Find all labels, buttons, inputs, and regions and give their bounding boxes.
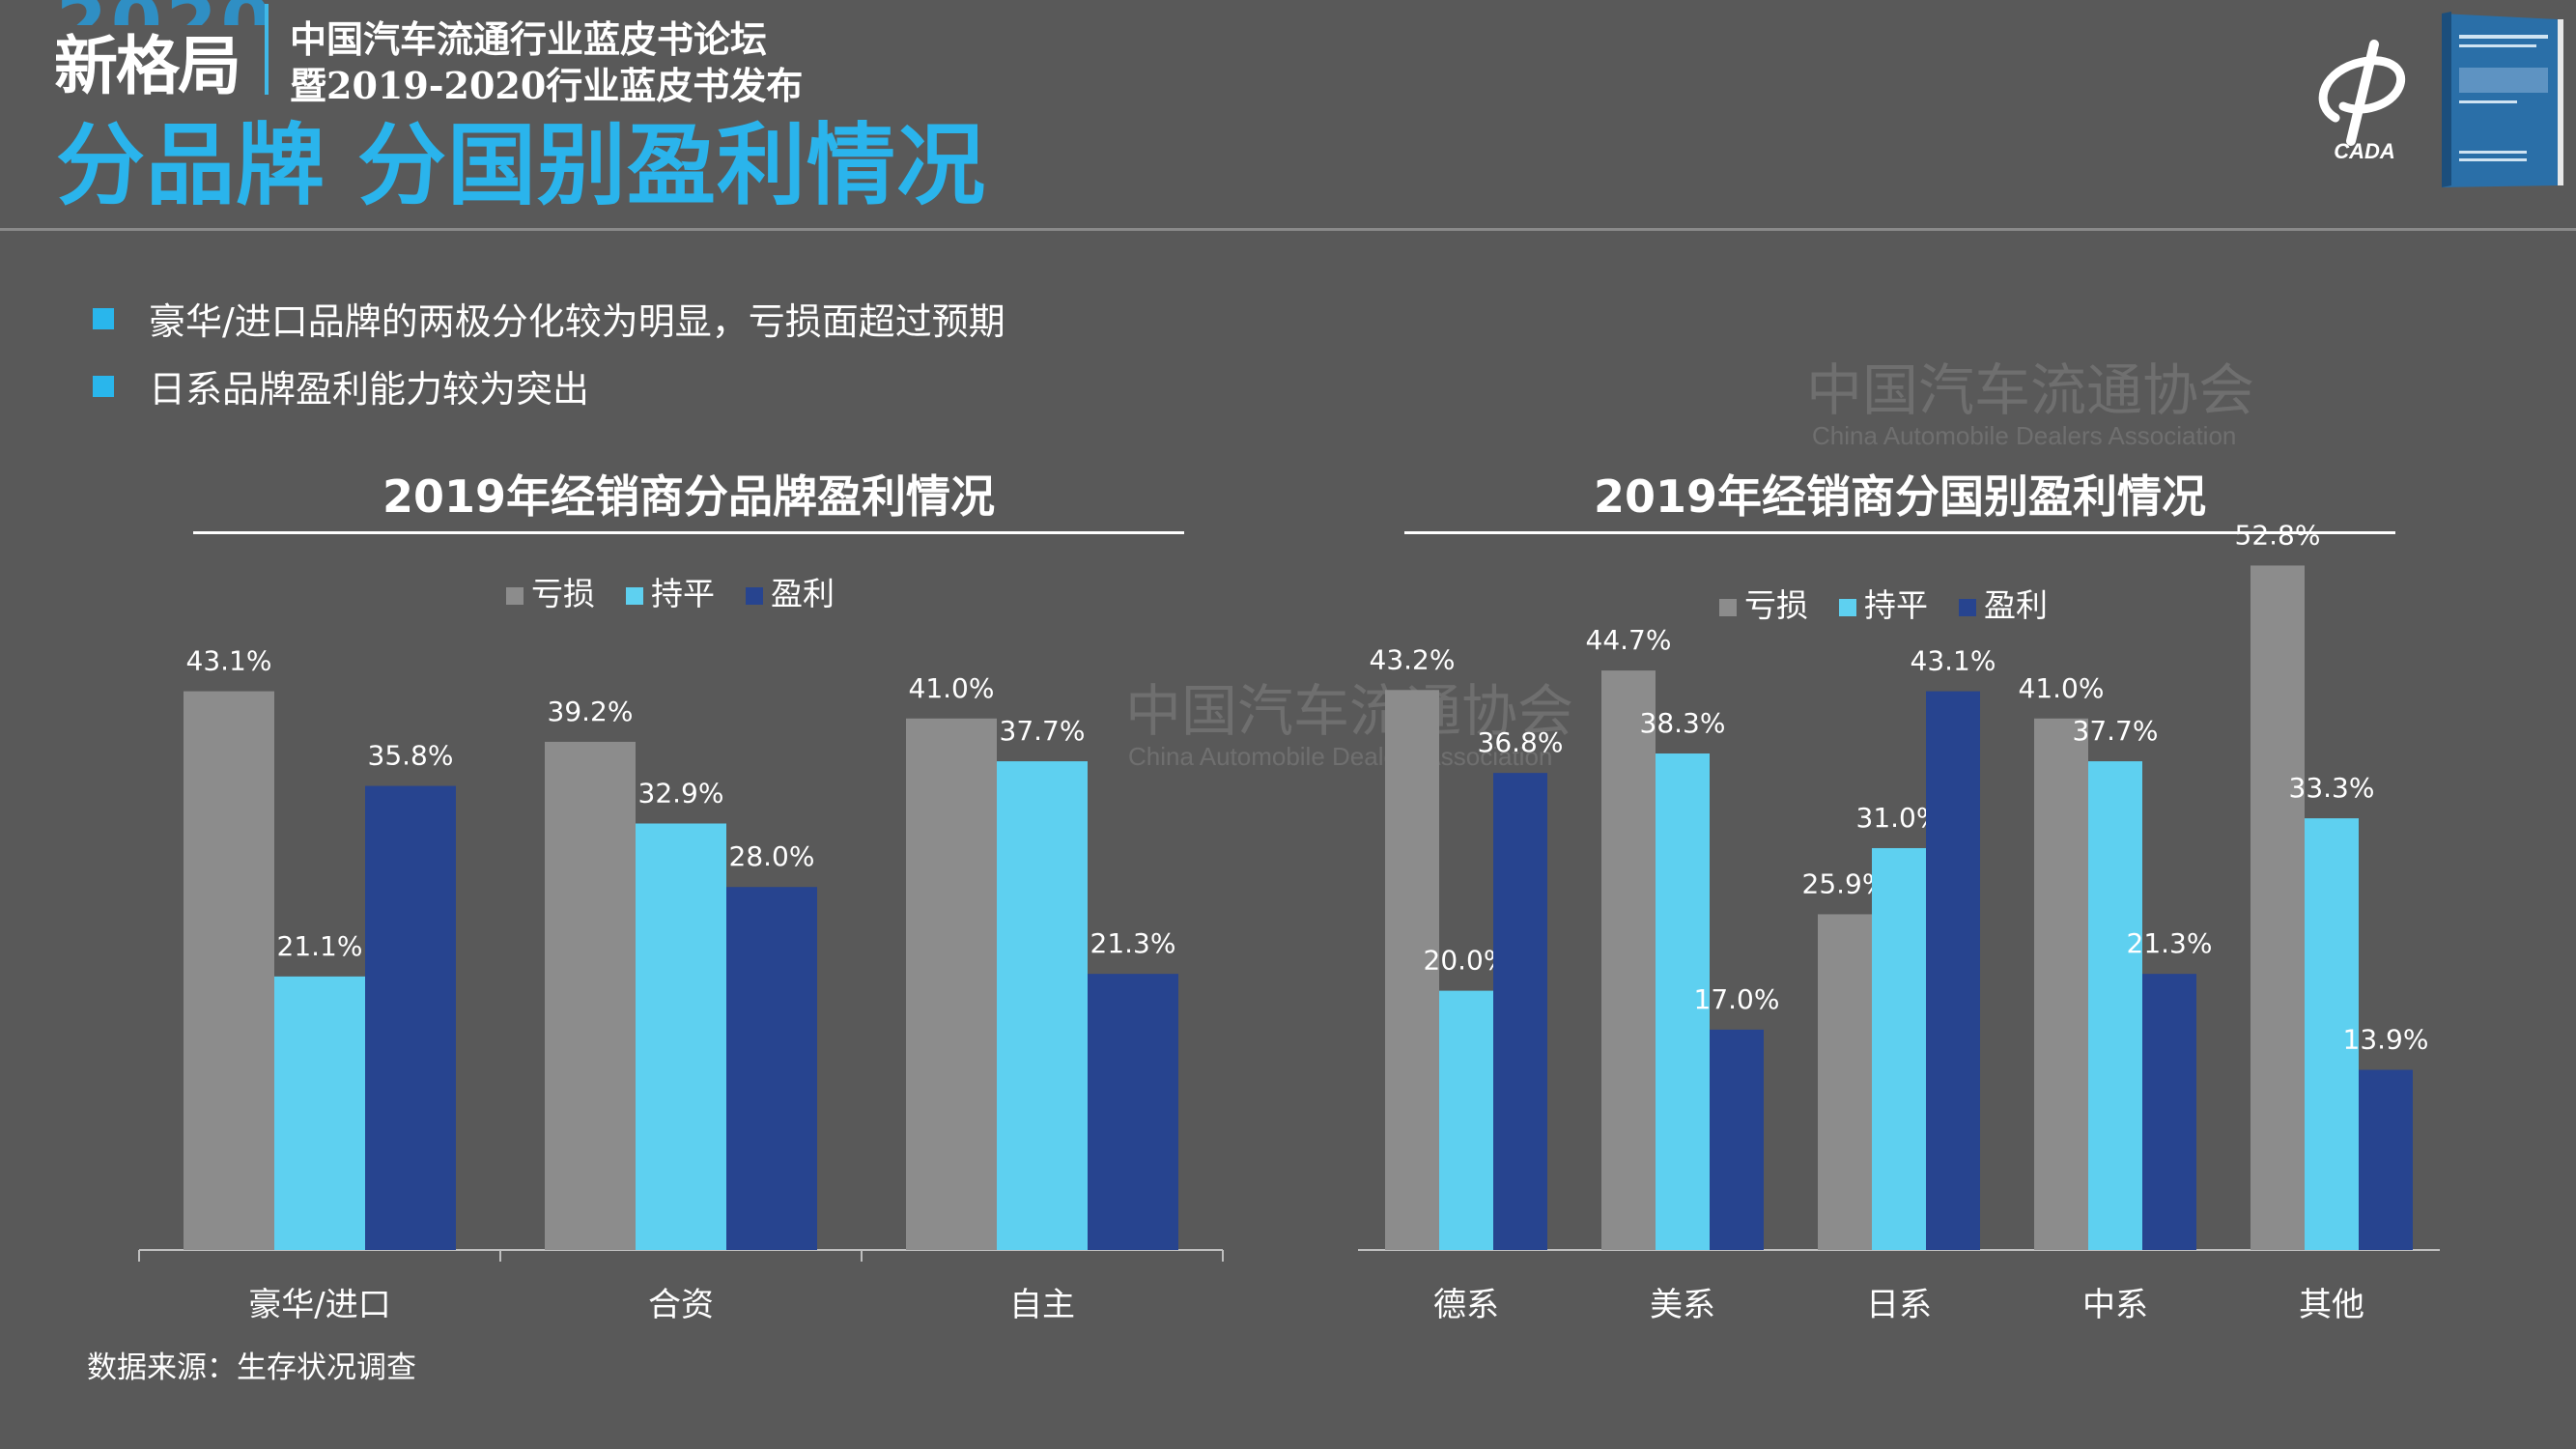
bullet-square-icon	[93, 307, 114, 329]
data-label: 28.0%	[729, 840, 815, 872]
data-label: 39.2%	[548, 696, 634, 727]
category-label: 其他	[2299, 1286, 2364, 1324]
watermark-cn: 中国汽车流通协会	[1806, 357, 2254, 423]
legend-label: 盈利	[1984, 586, 2048, 624]
bar	[1818, 914, 1872, 1250]
data-label: 36.8%	[1478, 726, 1564, 758]
bar	[365, 785, 456, 1250]
bar	[545, 741, 636, 1250]
category-label: 日系	[1866, 1286, 1932, 1324]
category-label: 自主	[1009, 1286, 1075, 1324]
legend-label: 亏损	[1744, 586, 1808, 624]
legend-swatch	[1959, 599, 1976, 616]
chart-title: 2019年经销商分品牌盈利情况	[382, 470, 995, 523]
bar	[636, 823, 726, 1250]
data-label: 33.3%	[2289, 772, 2375, 804]
data-label: 21.3%	[2127, 927, 2213, 959]
bar	[1088, 974, 1178, 1250]
bar	[184, 691, 274, 1250]
category-label: 合资	[648, 1286, 714, 1324]
bar	[2250, 565, 2305, 1250]
legend-swatch	[1719, 599, 1737, 616]
legend-swatch	[746, 587, 763, 605]
source-note: 数据来源：生存状况调查	[87, 1350, 416, 1385]
chart-title: 2019年经销商分国别盈利情况	[1594, 470, 2206, 523]
blue-book-icon	[2442, 12, 2563, 187]
legend-label: 持平	[651, 575, 715, 612]
data-label: 41.0%	[2019, 672, 2105, 704]
bar	[906, 718, 997, 1250]
watermark-cn: 中国汽车流通协会	[1125, 678, 1573, 744]
bar	[1601, 670, 1656, 1250]
chart-title-underline	[193, 531, 1184, 534]
header-divider	[0, 228, 2576, 231]
watermark: 中国汽车流通协会 China Automobile Dealers Associ…	[1125, 357, 2254, 771]
logo-text: CADA	[2334, 139, 2395, 163]
legend-label: 持平	[1864, 586, 1928, 624]
bar	[1439, 990, 1493, 1250]
data-label: 52.8%	[2235, 519, 2321, 551]
bar	[1926, 691, 1980, 1250]
legend-swatch	[626, 587, 643, 605]
brand-name: 新格局	[54, 29, 241, 103]
bar	[726, 887, 817, 1250]
data-label: 43.1%	[186, 645, 272, 677]
data-label: 21.1%	[277, 930, 363, 962]
data-label: 43.2%	[1370, 643, 1456, 675]
bar	[1656, 753, 1710, 1250]
data-label: 38.3%	[1640, 707, 1726, 739]
data-label: 21.3%	[1090, 927, 1176, 959]
bullet-item: 豪华/进口品牌的两极分化较为明显，亏损面超过预期	[93, 292, 1005, 345]
data-label: 35.8%	[368, 740, 454, 772]
legend-label: 亏损	[531, 575, 595, 612]
bar	[1385, 690, 1439, 1250]
data-label: 37.7%	[2073, 715, 2159, 747]
data-label: 13.9%	[2343, 1023, 2429, 1055]
category-label: 中系	[2082, 1286, 2148, 1324]
bar	[2088, 761, 2142, 1250]
bar	[1493, 773, 1547, 1250]
legend-label: 盈利	[771, 575, 835, 612]
chart-title-underline	[1404, 531, 2395, 534]
data-label: 37.7%	[1000, 715, 1086, 747]
data-label: 43.1%	[1911, 645, 1996, 677]
brand-divider	[265, 4, 269, 95]
data-label: 41.0%	[909, 672, 995, 704]
watermark-en: China Automobile Dealers Association	[1128, 742, 1552, 771]
data-label: 44.7%	[1586, 624, 1672, 656]
cada-logo-icon: CADA	[2318, 40, 2406, 163]
page-title: 分品牌 分国别盈利情况	[56, 114, 987, 217]
data-label: 32.9%	[638, 777, 724, 809]
bar	[997, 761, 1088, 1250]
bar	[1710, 1029, 1764, 1250]
brand-year: 2020	[56, 0, 276, 25]
bullet-text: 日系品牌盈利能力较为突出	[149, 368, 590, 411]
bullet-square-icon	[93, 375, 114, 397]
forum-title-line2: 暨2019-2020行业蓝皮书发布	[290, 64, 804, 107]
data-label: 17.0%	[1694, 983, 1780, 1015]
bar	[2142, 974, 2196, 1250]
watermark-en: China Automobile Dealers Association	[1812, 421, 2236, 450]
bar	[2305, 818, 2359, 1250]
legend-swatch	[1839, 599, 1856, 616]
bullet-item: 日系品牌盈利能力较为突出	[93, 359, 589, 412]
bullet-text: 豪华/进口品牌的两极分化较为明显，亏损面超过预期	[149, 300, 1005, 343]
bar	[1872, 847, 1926, 1250]
legend-swatch	[506, 587, 524, 605]
bar	[2359, 1069, 2413, 1250]
category-label: 豪华/进口	[248, 1286, 390, 1324]
bar	[274, 976, 365, 1250]
category-label: 美系	[1650, 1286, 1715, 1324]
category-label: 德系	[1433, 1286, 1499, 1324]
forum-title-line1: 中国汽车流通行业蓝皮书论坛	[290, 17, 768, 61]
bar	[2034, 718, 2088, 1250]
